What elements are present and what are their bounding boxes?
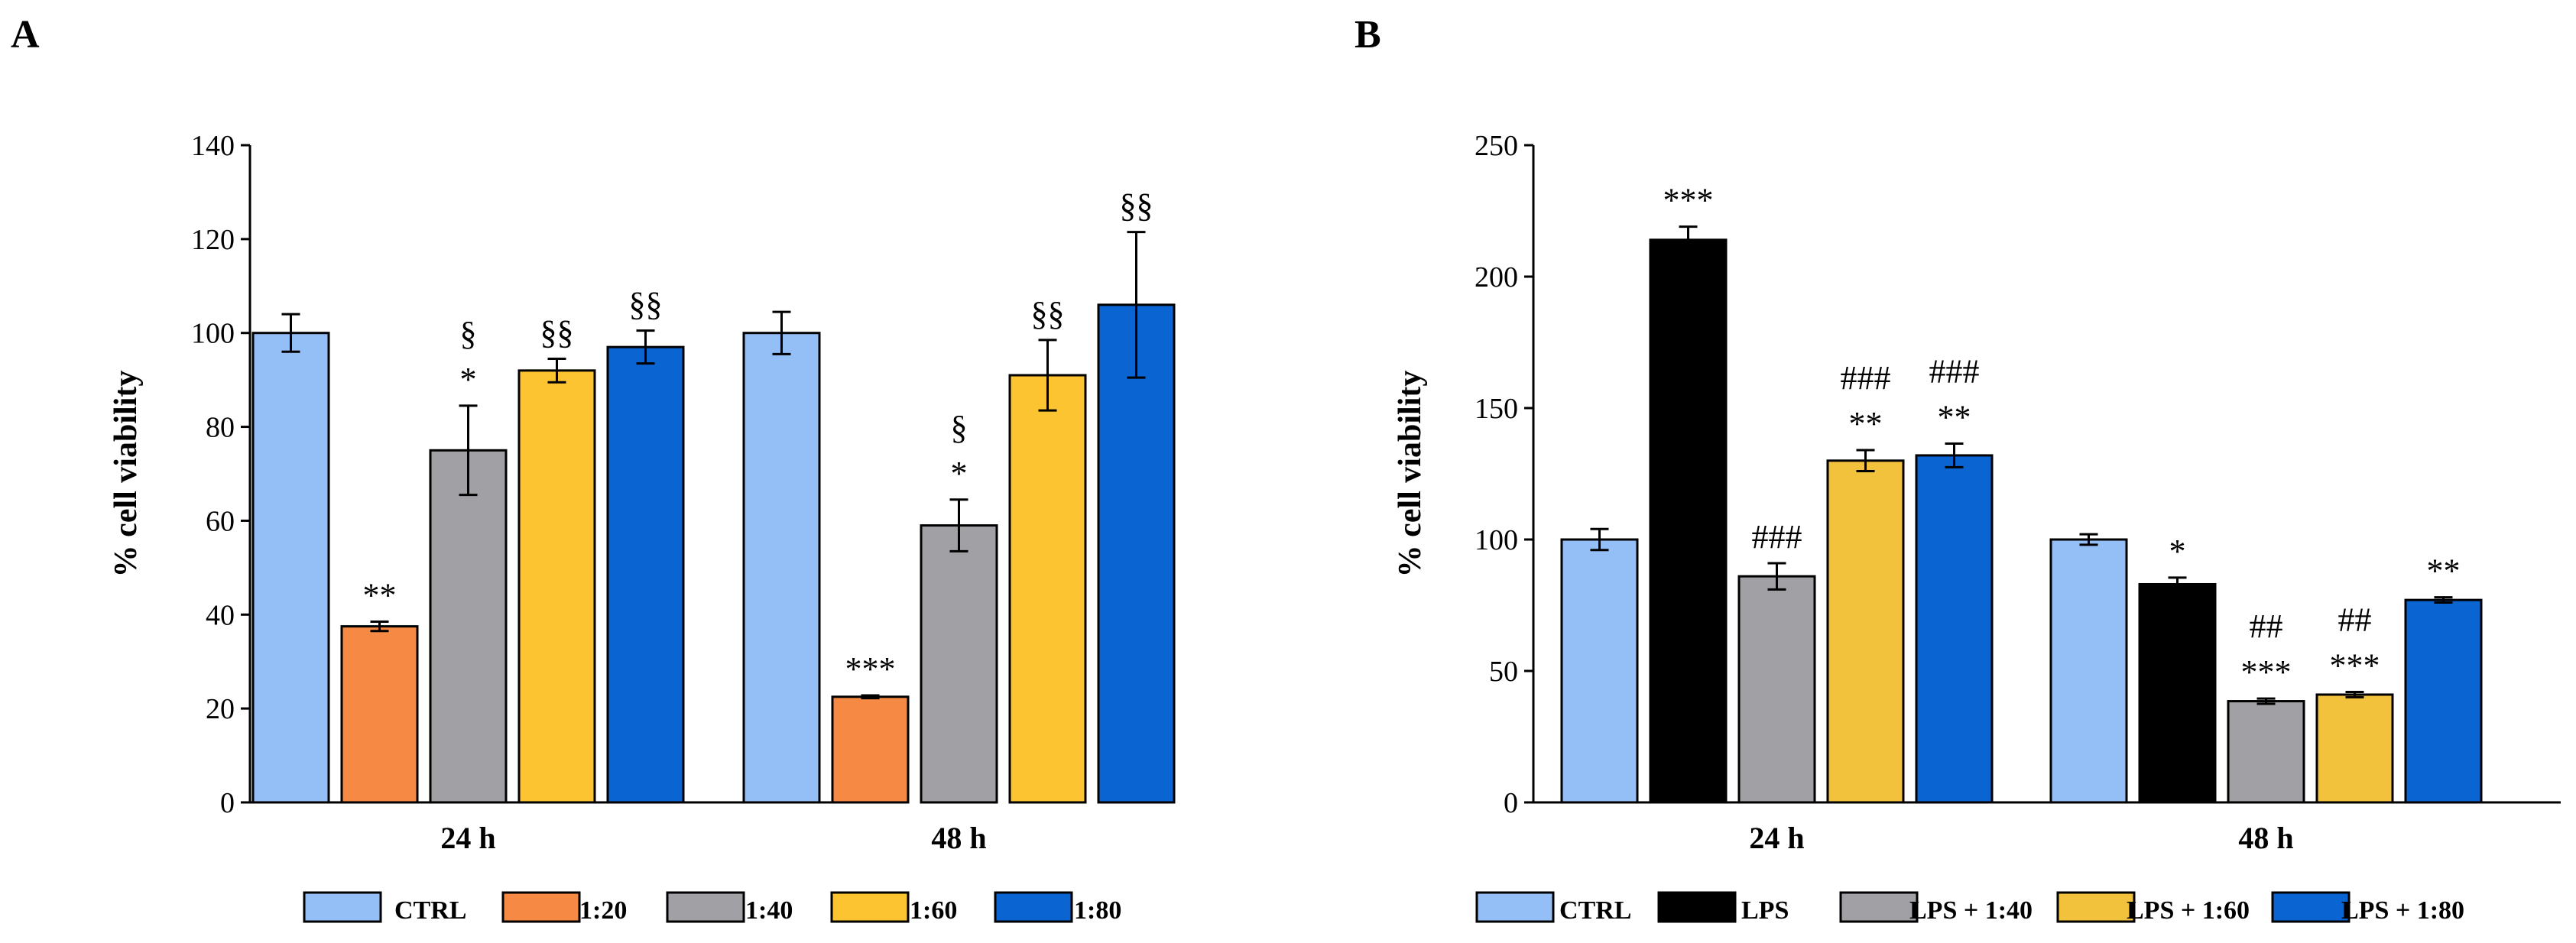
- legend-swatch: [2271, 891, 2351, 923]
- significance-label: ##: [2250, 608, 2283, 645]
- y-axis-label: % cell viability: [1393, 371, 1428, 578]
- significance-label: **: [363, 577, 397, 614]
- bar-lps-1-80-0: [1915, 454, 1994, 804]
- bar-1-80-1: [1097, 303, 1176, 804]
- legend: CTRL 1:20 1:40 1:60 1:80: [303, 891, 1121, 925]
- y-tick-label: 150: [1475, 393, 1518, 425]
- legend: CTRL LPS LPS + 1:40 LPS + 1:60 LPS + 1:80: [1475, 891, 2464, 925]
- legend-swatch: [666, 891, 745, 923]
- legend-swatch: [303, 891, 382, 923]
- bar-1-20-0: [340, 625, 419, 804]
- bar-1-60-1: [1008, 374, 1087, 804]
- significance-label: ###: [1929, 352, 1980, 390]
- y-tick-label: 0: [1504, 787, 1518, 819]
- bar-lps-1-40-1: [2227, 700, 2305, 804]
- significance-label: §: [951, 409, 968, 446]
- panel-letter: A: [11, 13, 40, 57]
- significance-label: ***: [2330, 647, 2380, 685]
- legend-swatch: [1839, 891, 1919, 923]
- legend-label: 1:60: [910, 896, 957, 925]
- legend-label: LPS + 1:60: [2127, 896, 2250, 925]
- legend-label: 1:20: [579, 896, 627, 925]
- significance-label: ***: [2241, 653, 2292, 691]
- bar-ctrl-1: [2049, 538, 2128, 804]
- significance-label: **: [1938, 398, 1971, 436]
- legend-label: LPS: [1741, 896, 1789, 925]
- bar-lps-1-60-1: [2315, 693, 2394, 804]
- legend-swatch: [1475, 891, 1555, 923]
- bar-lps-1-80-1: [2404, 598, 2483, 804]
- significance-label: §§: [540, 314, 574, 352]
- y-tick-label: 60: [206, 505, 235, 537]
- significance-label: §§: [1031, 295, 1065, 332]
- significance-label: §: [460, 315, 477, 352]
- y-tick-label: 200: [1475, 261, 1518, 293]
- legend-label: LPS + 1:80: [2341, 896, 2464, 925]
- significance-label: §§: [1120, 187, 1153, 225]
- significance-label: ###: [1841, 359, 1891, 397]
- legend-label: CTRL: [394, 896, 466, 925]
- bar-1-80-0: [606, 345, 685, 804]
- bar-1-40-1: [920, 524, 998, 804]
- legend-swatch: [994, 891, 1073, 923]
- legend-swatch: [830, 891, 910, 923]
- significance-label: ##: [2338, 601, 2372, 639]
- bar-1-40-0: [429, 449, 508, 804]
- y-tick-label: 100: [1475, 524, 1518, 556]
- y-tick-label: 100: [191, 318, 235, 350]
- significance-label: *: [460, 361, 477, 398]
- legend-label: 1:40: [745, 896, 793, 925]
- bar-1-60-0: [517, 369, 596, 804]
- panel-letter: B: [1355, 13, 1381, 57]
- bar-ctrl-0: [251, 332, 330, 804]
- legend-label: LPS + 1:40: [1909, 896, 2033, 925]
- x-category-label: 24 h: [440, 821, 495, 855]
- y-tick-label: 250: [1475, 130, 1518, 162]
- significance-label: ***: [845, 650, 896, 688]
- legend-label: CTRL: [1559, 896, 1631, 925]
- bar-ctrl-1: [742, 332, 821, 804]
- significance-label: *: [951, 455, 968, 492]
- legend-label: 1:80: [1074, 896, 1121, 925]
- y-tick-label: 20: [206, 693, 235, 725]
- significance-label: ***: [1663, 182, 1714, 219]
- y-tick-label: 40: [206, 599, 235, 631]
- legend-swatch: [2056, 891, 2136, 923]
- y-tick-label: 140: [191, 130, 235, 162]
- legend-swatch: [501, 891, 581, 923]
- y-tick-label: 120: [191, 224, 235, 256]
- bar-lps-0: [1649, 238, 1728, 804]
- bar-1-20-1: [831, 695, 910, 804]
- y-tick-label: 50: [1489, 656, 1518, 688]
- y-tick-label: 80: [206, 412, 235, 444]
- x-category-label: 48 h: [2238, 821, 2293, 855]
- x-category-label: 48 h: [931, 821, 986, 855]
- legend-swatch: [1657, 891, 1737, 923]
- significance-label: §§: [629, 286, 663, 323]
- significance-label: *: [2169, 533, 2186, 570]
- bar-lps-1-60-0: [1826, 459, 1905, 804]
- significance-label: ###: [1752, 518, 1802, 556]
- x-category-label: 24 h: [1749, 821, 1804, 855]
- significance-label: **: [1849, 405, 1883, 442]
- y-tick-label: 0: [220, 787, 235, 819]
- bar-lps-1-40-0: [1737, 575, 1816, 804]
- y-axis-label: % cell viability: [109, 371, 144, 578]
- bar-ctrl-0: [1560, 538, 1639, 804]
- significance-label: **: [2427, 553, 2461, 590]
- bar-lps-1: [2138, 582, 2217, 804]
